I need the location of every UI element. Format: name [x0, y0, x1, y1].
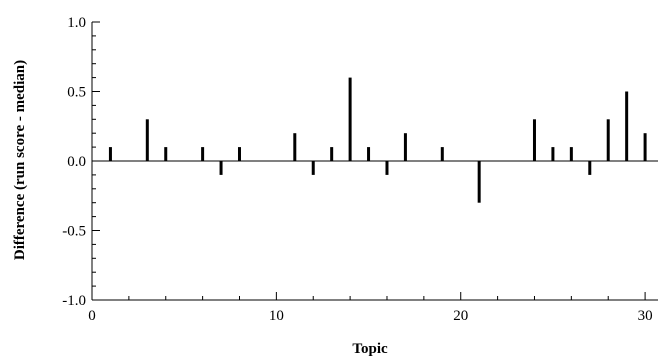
bar-topic-16	[385, 161, 389, 175]
bar-topic-6	[201, 147, 205, 161]
bar-topic-19	[440, 147, 444, 161]
bar-topic-1	[108, 147, 112, 161]
bar-topic-12	[311, 161, 315, 175]
y-tick-label: -1.0	[62, 293, 86, 309]
x-tick-label: 20	[453, 308, 468, 324]
bar-topic-13	[330, 147, 334, 161]
bar-topic-21	[477, 161, 481, 203]
bar-topic-28	[606, 119, 610, 161]
bar-topic-30	[643, 133, 647, 161]
bar-topic-27	[588, 161, 592, 175]
bars	[108, 77, 647, 203]
bar-topic-26	[569, 147, 573, 161]
x-tick-label: 0	[88, 308, 96, 324]
x-tick-label: 10	[269, 308, 284, 324]
bar-topic-15	[367, 147, 371, 161]
y-axis-title: Difference (run score - median)	[12, 60, 28, 260]
bar-topic-7	[219, 161, 223, 175]
bar-topic-3	[145, 119, 149, 161]
y-tick-label: 1.0	[67, 15, 86, 31]
bar-topic-24	[532, 119, 536, 161]
bar-topic-17	[403, 133, 407, 161]
bar-topic-8	[237, 147, 241, 161]
bar-topic-11	[293, 133, 297, 161]
y-tick-label: 0.5	[67, 85, 86, 101]
axes	[91, 21, 658, 301]
y-tick-label: -0.5	[62, 224, 86, 240]
bar-topic-25	[551, 147, 555, 161]
x-tick-label: 30	[638, 308, 653, 324]
bar-topic-4	[164, 147, 168, 161]
tick-labels: -1.0 -0.5 0.0 0.5 1.0 0 10 20 30	[62, 15, 652, 324]
bar-topic-14	[348, 77, 352, 161]
x-axis-title: Topic	[352, 341, 388, 356]
bar-topic-29	[625, 91, 629, 161]
y-tick-label: 0.0	[67, 154, 86, 170]
